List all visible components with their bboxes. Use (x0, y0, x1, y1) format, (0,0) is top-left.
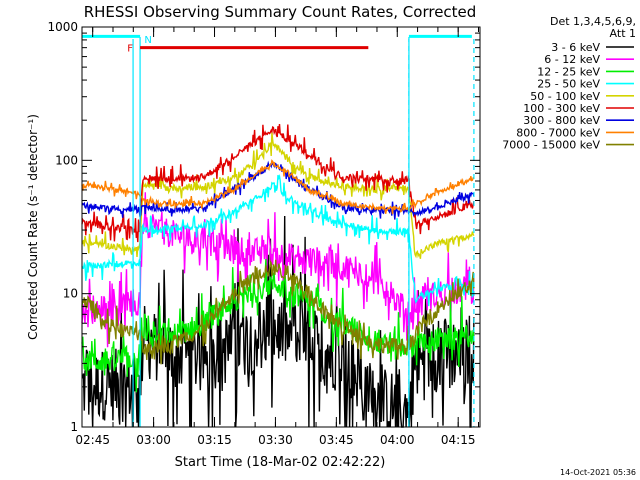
legend-header-line-2: Att 1 (610, 27, 636, 40)
x-tick-label-6: 04:15 (441, 433, 476, 447)
legend-label-0: 3 - 6 keV (551, 41, 600, 54)
y-tick-label-3: 1000 (47, 20, 78, 34)
x-tick-label-0: 02:45 (75, 433, 110, 447)
y-axis-label: Corrected Count Rate (s⁻¹ detector⁻¹) (26, 114, 40, 340)
chart-title: RHESSI Observing Summary Count Rates, Co… (84, 3, 477, 21)
plot-frame (81, 26, 481, 428)
legend-label-2: 12 - 25 keV (537, 65, 600, 78)
legend-label-6: 300 - 800 keV (523, 114, 600, 127)
x-axis: 02:45 03:00 03:15 03:30 03:45 04:00 04:15 (75, 27, 479, 447)
legend-header-line-1: Det 1,3,4,5,6,9, (550, 15, 636, 28)
y-tick-label-0: 1 (70, 420, 78, 434)
night-label: N (144, 35, 151, 46)
attenuator-label: F (127, 44, 133, 55)
x-tick-label-3: 03:30 (258, 433, 293, 447)
y-tick-label-2: 100 (55, 153, 78, 167)
legend-label-5: 100 - 300 keV (523, 102, 600, 115)
legend-label-8: 7000 - 15000 keV (502, 139, 600, 152)
legend-label-7: 800 - 7000 keV (516, 126, 600, 139)
x-axis-label: Start Time (18-Mar-02 02:42:22) (175, 455, 386, 470)
x-tick-label-5: 04:00 (380, 433, 415, 447)
x-tick-label-4: 03:45 (319, 433, 354, 447)
x-tick-label-1: 03:00 (136, 433, 171, 447)
legend-label-4: 50 - 100 keV (530, 90, 600, 103)
y-axis: 1 10 100 1000 (47, 20, 480, 434)
timestamp: 14-Oct-2021 05:36 (560, 468, 636, 477)
y-tick-label-1: 10 (63, 287, 78, 301)
legend-label-1: 6 - 12 keV (544, 53, 600, 66)
legend-label-3: 25 - 50 keV (537, 78, 600, 91)
plot-area: FN (81, 34, 475, 428)
x-tick-label-2: 03:15 (197, 433, 232, 447)
